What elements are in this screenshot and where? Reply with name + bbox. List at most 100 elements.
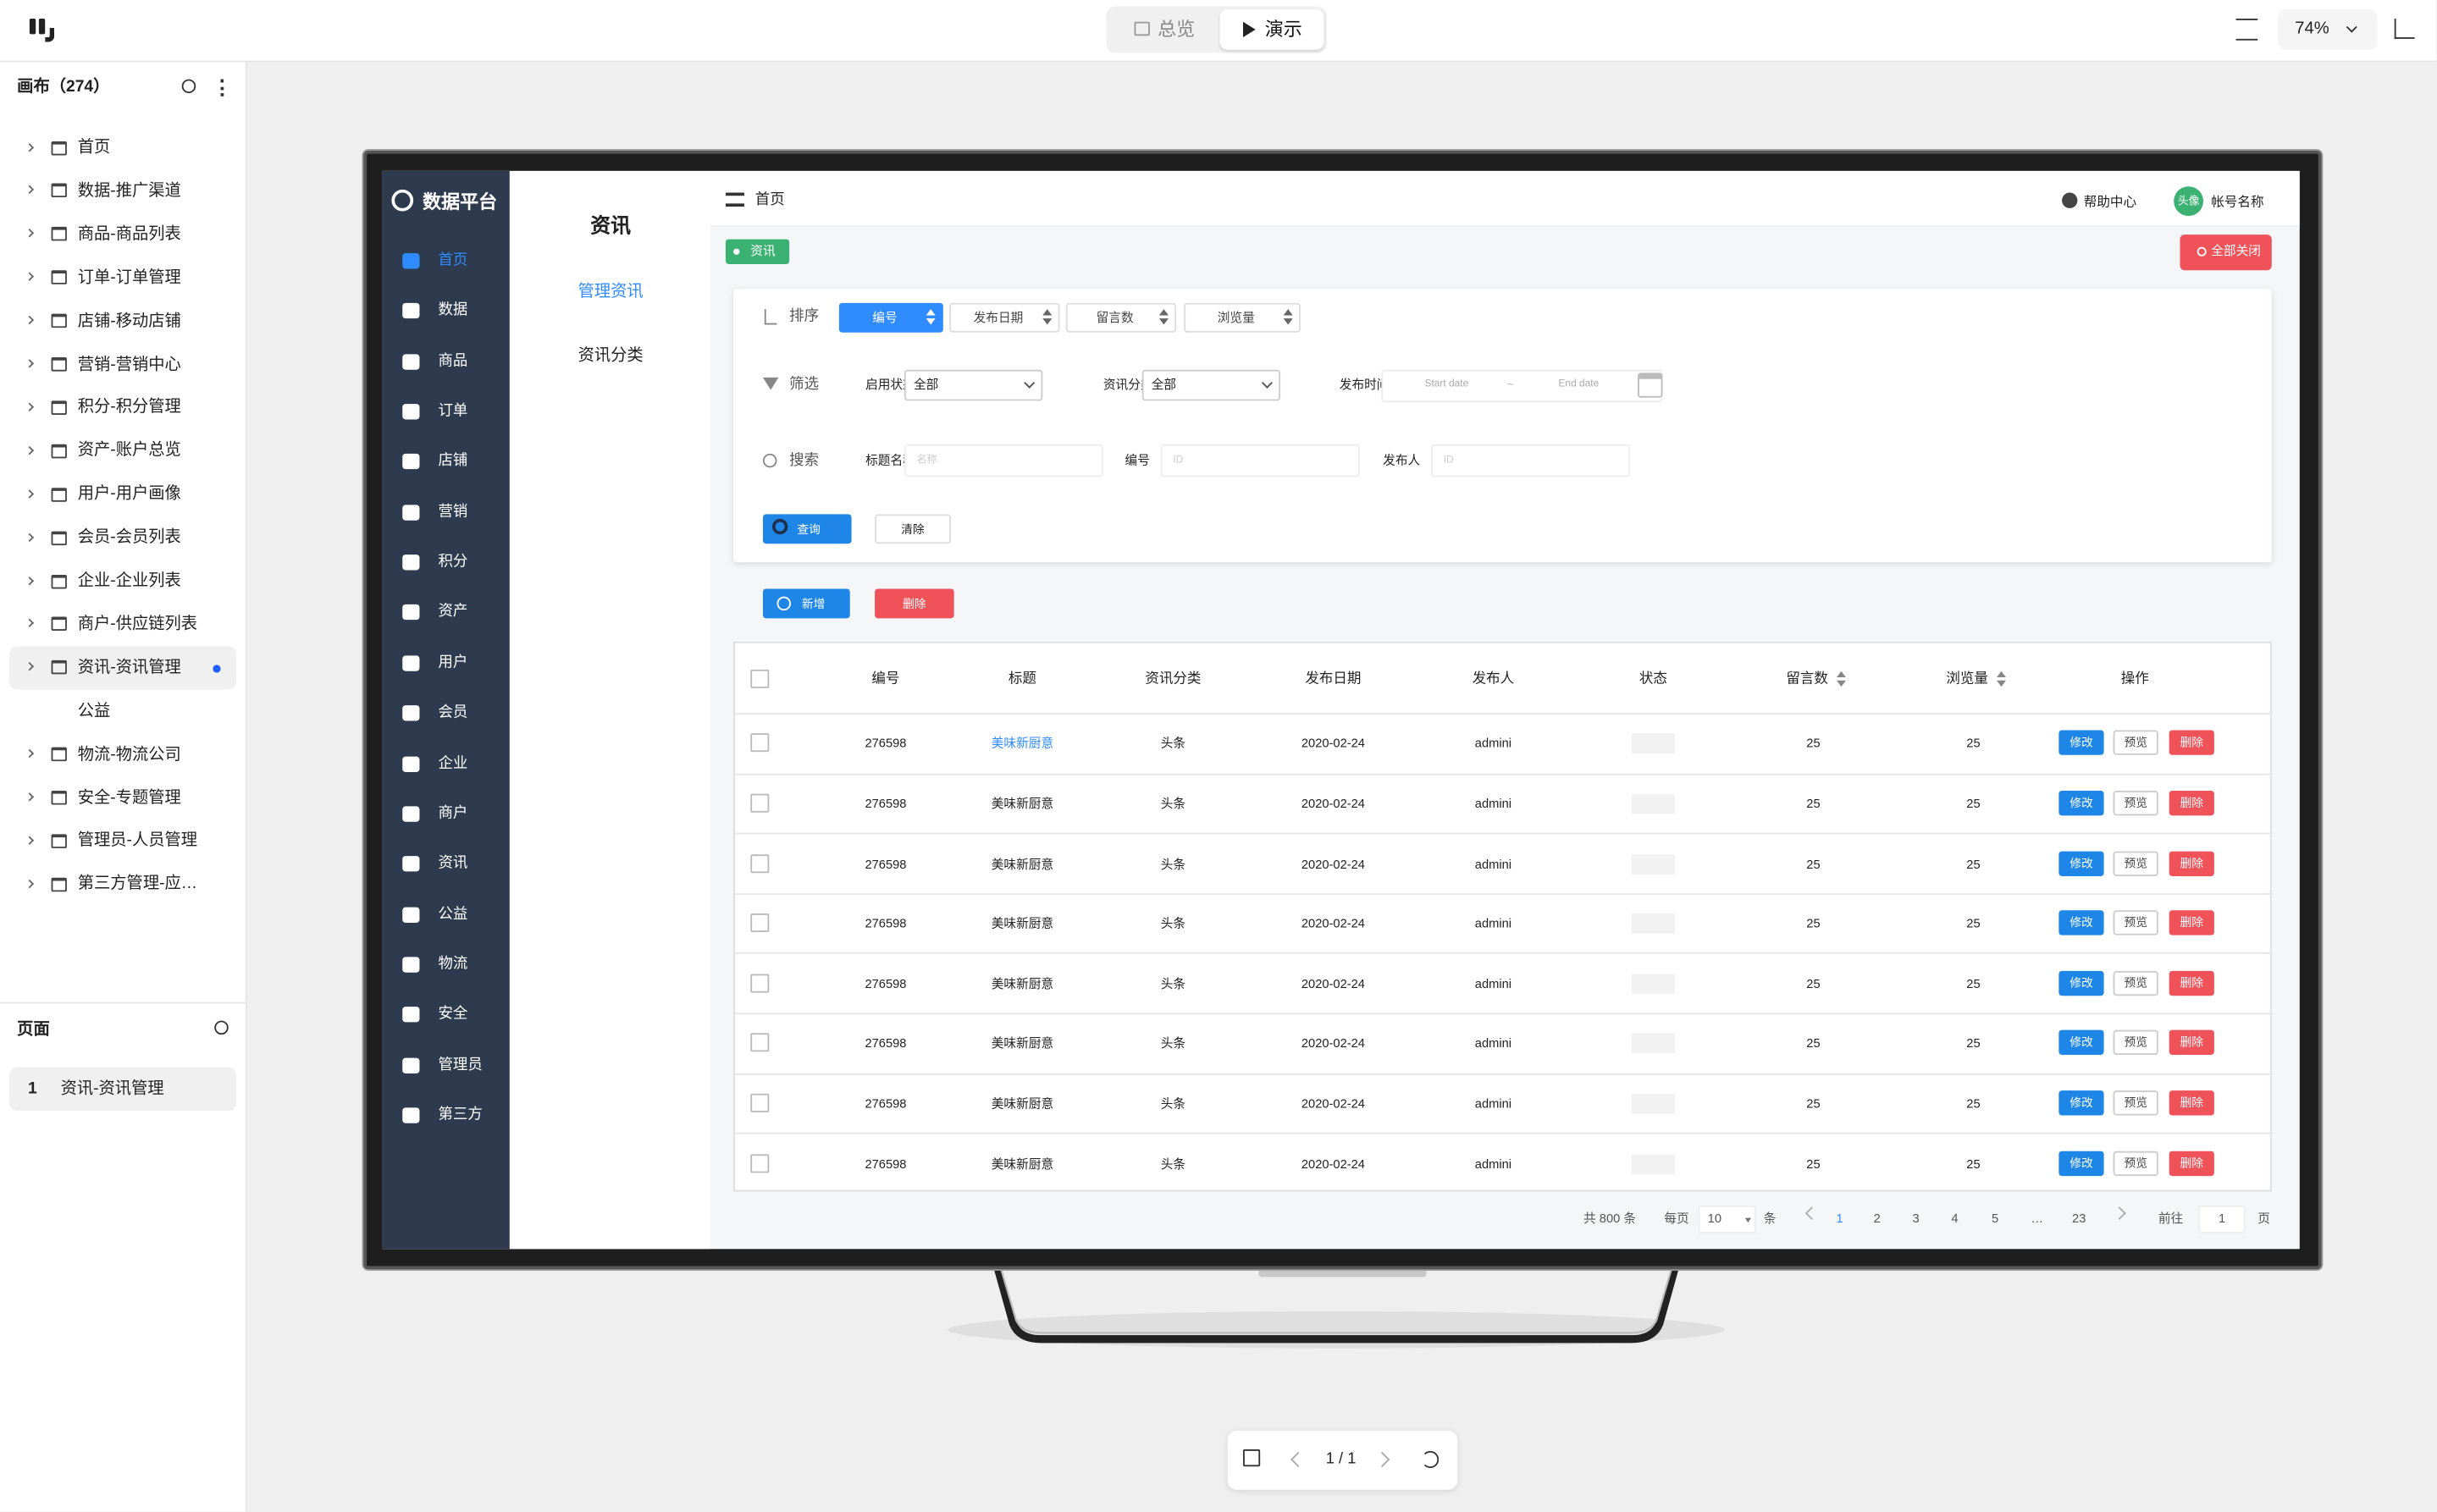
prev-button[interactable] xyxy=(1804,1206,1819,1220)
collapse-icon[interactable] xyxy=(2394,19,2415,39)
tree-item[interactable]: 用户-用户画像 xyxy=(77,484,181,504)
tree-item[interactable]: 会员-会员列表 xyxy=(77,527,181,547)
menu-item[interactable]: 企业 xyxy=(438,754,468,772)
menu-item[interactable]: 管理员 xyxy=(438,1056,483,1073)
text-input[interactable] xyxy=(1431,444,1630,477)
menu-item[interactable]: 资讯 xyxy=(438,855,468,873)
page-number[interactable]: … xyxy=(2031,1211,2044,1226)
tree-item[interactable]: 物流-物流公司 xyxy=(77,744,181,764)
menu-item[interactable]: 安全 xyxy=(438,1006,468,1024)
action-button[interactable] xyxy=(2113,1150,2158,1176)
tree-item-selected[interactable] xyxy=(9,645,236,690)
page-number[interactable]: 3 xyxy=(1912,1211,1920,1226)
mode-tab[interactable]: 总览 xyxy=(1158,19,1196,41)
sort-option[interactable] xyxy=(1065,302,1177,333)
text-input[interactable] xyxy=(1160,444,1360,477)
action-button[interactable] xyxy=(2169,1030,2214,1056)
more-icon[interactable] xyxy=(220,79,224,97)
row-checkbox[interactable] xyxy=(750,973,770,992)
action-button[interactable] xyxy=(2113,1090,2158,1116)
tree-item[interactable]: 店铺-移动店铺 xyxy=(77,311,181,330)
menu-item[interactable]: 首页 xyxy=(438,251,468,269)
action-button[interactable] xyxy=(2058,970,2104,996)
page-item[interactable] xyxy=(9,1067,236,1112)
row-checkbox[interactable] xyxy=(750,1153,770,1173)
row-checkbox[interactable] xyxy=(750,793,770,813)
menu-item[interactable]: 店铺 xyxy=(438,453,468,471)
help-link[interactable]: 帮助中心 xyxy=(2083,193,2137,210)
menu-item[interactable]: 用户 xyxy=(438,654,468,671)
mode-tab[interactable]: 演示 xyxy=(1264,19,1302,41)
row-checkbox[interactable] xyxy=(750,733,770,753)
action-button[interactable] xyxy=(2058,730,2104,756)
action-button[interactable] xyxy=(2169,790,2214,816)
action-button[interactable] xyxy=(2113,790,2158,816)
tree-item[interactable]: 公益 xyxy=(77,701,111,720)
page-number[interactable]: 5 xyxy=(1992,1211,1999,1226)
tree-item[interactable]: 商品-商品列表 xyxy=(77,224,181,244)
clear-button[interactable] xyxy=(875,514,952,544)
sort-option[interactable] xyxy=(1184,302,1301,333)
sort-option[interactable] xyxy=(949,302,1060,333)
text-input[interactable] xyxy=(904,444,1103,477)
action-button[interactable] xyxy=(2169,1150,2214,1176)
zoom-select[interactable] xyxy=(2278,9,2378,50)
date-range[interactable] xyxy=(1381,369,1663,403)
page-number[interactable]: 2 xyxy=(1873,1211,1881,1226)
select[interactable] xyxy=(904,369,1043,401)
action-button[interactable] xyxy=(2058,1150,2104,1176)
menu-item[interactable]: 物流 xyxy=(438,955,468,973)
tree-item[interactable]: 企业-企业列表 xyxy=(77,571,181,590)
action-button[interactable] xyxy=(2169,850,2214,876)
action-button[interactable] xyxy=(2169,730,2214,756)
action-button[interactable] xyxy=(2113,1030,2158,1056)
tree-item[interactable]: 商户-供应链列表 xyxy=(77,615,198,634)
page-name[interactable]: 资讯-资讯管理 xyxy=(60,1079,164,1098)
home-button[interactable] xyxy=(1243,1449,1261,1467)
tree-item[interactable]: 资讯-资讯管理 xyxy=(77,658,181,677)
action-button[interactable] xyxy=(2058,850,2104,876)
account-name[interactable]: 帐号名称 xyxy=(2211,193,2264,210)
search-icon[interactable] xyxy=(181,79,196,94)
page-number[interactable]: 4 xyxy=(1951,1211,1959,1226)
close-all-button[interactable] xyxy=(2180,235,2272,271)
menu-item[interactable]: 商户 xyxy=(438,804,468,822)
delete-button[interactable] xyxy=(875,588,954,619)
menu-item[interactable]: 数据 xyxy=(438,302,468,320)
menu-item[interactable]: 积分 xyxy=(438,553,468,571)
search-icon[interactable] xyxy=(214,1020,229,1035)
action-button[interactable] xyxy=(2058,910,2104,935)
header-checkbox[interactable] xyxy=(750,669,770,688)
action-button[interactable] xyxy=(2113,850,2158,876)
restart-button[interactable] xyxy=(1422,1450,1440,1469)
tree-item[interactable]: 订单-订单管理 xyxy=(77,268,181,287)
submenu-item[interactable]: 管理资讯 xyxy=(577,282,644,301)
menu-item[interactable]: 资产 xyxy=(438,604,468,621)
page-number[interactable]: 23 xyxy=(2072,1211,2086,1226)
row-checkbox[interactable] xyxy=(750,913,770,933)
tree-item[interactable]: 数据-推广渠道 xyxy=(77,181,181,201)
tree-item[interactable]: 资产-账户总览 xyxy=(77,441,181,461)
page-number[interactable]: 1 xyxy=(1836,1211,1843,1226)
menu-item[interactable]: 会员 xyxy=(438,704,468,722)
action-button[interactable] xyxy=(2058,1090,2104,1116)
tree-item[interactable]: 首页 xyxy=(77,137,111,157)
menu-item[interactable]: 公益 xyxy=(438,905,468,923)
action-button[interactable] xyxy=(2169,910,2214,935)
submenu-item[interactable]: 资讯分类 xyxy=(577,345,644,365)
menu-item[interactable]: 第三方 xyxy=(438,1106,483,1124)
column-header[interactable]: 留言数 xyxy=(1786,670,1828,687)
tree-item[interactable]: 管理员-人员管理 xyxy=(77,830,198,851)
tree-item[interactable]: 营销-营销中心 xyxy=(77,354,181,373)
menu-item[interactable]: 商品 xyxy=(438,352,468,370)
menu-item[interactable]: 订单 xyxy=(438,402,468,420)
row-checkbox[interactable] xyxy=(750,1033,770,1052)
mode-tab-active[interactable] xyxy=(1219,9,1324,50)
action-button[interactable] xyxy=(2113,970,2158,996)
action-button[interactable] xyxy=(2058,790,2104,816)
cell[interactable]: 美味新厨意 xyxy=(991,737,1054,751)
column-header[interactable]: 浏览量 xyxy=(1946,670,1988,687)
action-button[interactable] xyxy=(2113,910,2158,935)
tree-item[interactable]: 积分-积分管理 xyxy=(77,398,181,417)
action-button[interactable] xyxy=(2169,1090,2214,1116)
